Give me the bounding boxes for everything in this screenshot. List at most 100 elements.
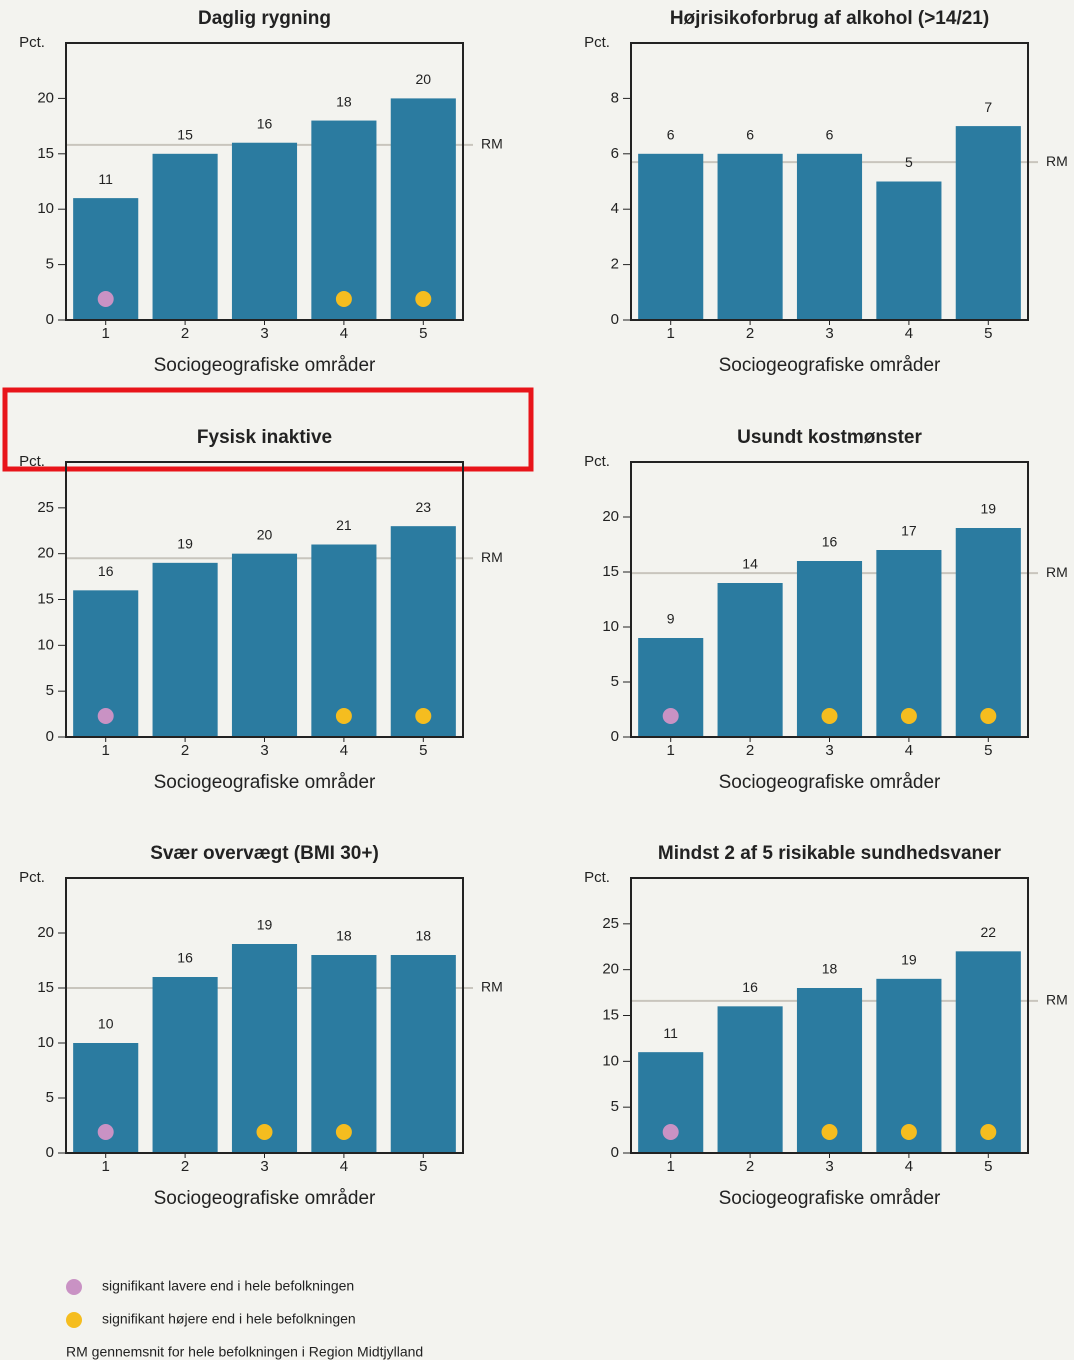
plot-frame [65,42,464,321]
bar [717,1006,783,1153]
bar [796,561,863,737]
significance-marker [256,1124,273,1140]
data-label: 19 [177,536,193,552]
x-tick-label: 3 [825,742,833,759]
x-tick-label: 3 [260,325,268,342]
bar [152,562,218,737]
y-axis-label: Pct. [584,453,610,470]
x-tick-label: 3 [260,1158,268,1175]
x-tick-label: 1 [102,742,110,759]
y-tick-label: 6 [611,145,619,162]
significance-marker [821,1124,838,1140]
data-label: 23 [416,499,432,515]
plot-frame [630,461,1029,738]
x-tick-label: 2 [746,1158,754,1175]
data-label: 10 [98,1016,114,1032]
x-tick-label: 1 [102,325,110,342]
y-tick-label: 10 [37,636,54,653]
x-tick-label: 2 [181,1158,189,1175]
x-tick-label: 5 [419,325,427,342]
data-label: 7 [984,99,992,115]
data-label: 20 [257,526,273,542]
bar [311,120,377,320]
y-tick-label: 20 [37,924,54,941]
bar [638,153,704,320]
chart-title: Fysisk inaktive [197,427,332,448]
x-tick-label: 3 [260,742,268,759]
x-tick-label: 4 [905,325,913,342]
bar [390,526,456,737]
data-label: 16 [98,563,114,579]
x-tick-label: 4 [905,1158,913,1175]
data-label: 18 [822,961,838,977]
x-tick-label: 5 [419,1158,427,1175]
x-axis-label: Sociogeografiske områder [154,355,376,376]
chart-title: Højrisikoforbrug af alkohol (>14/21) [670,8,989,29]
y-tick-label: 20 [602,961,619,978]
bar [311,955,377,1153]
reference-label: RM [481,549,503,565]
x-tick-label: 5 [984,742,992,759]
bar [152,977,218,1153]
x-tick-label: 4 [340,742,348,759]
data-label: 19 [901,952,917,968]
bar [876,978,942,1153]
reference-label: RM [1046,992,1068,1008]
y-tick-label: 5 [46,256,54,273]
x-tick-label: 3 [825,1158,833,1175]
data-label: 17 [901,523,917,539]
x-axis-label: Sociogeografiske områder [719,772,941,793]
x-tick-label: 1 [667,325,675,342]
x-tick-label: 5 [984,1158,992,1175]
y-tick-label: 25 [37,499,54,516]
data-label: 18 [416,928,432,944]
reference-label: RM [481,979,503,995]
legend-label: RM gennemsnit for hele befolkningen i Re… [66,1344,423,1360]
chart-title: Mindst 2 af 5 risikable sundhedsvaner [658,843,1002,864]
significance-marker [97,1124,114,1140]
x-tick-label: 5 [419,742,427,759]
significance-marker [335,1124,352,1140]
plot-frame [65,877,464,1154]
data-label: 14 [742,556,758,572]
x-tick-label: 1 [102,1158,110,1175]
significance-marker [97,291,114,307]
data-label: 16 [822,534,838,550]
bar [390,98,456,321]
chart-title: Svær overvægt (BMI 30+) [150,843,379,864]
chart-title: Usundt kostmønster [737,427,922,448]
significance-marker [415,708,432,724]
legend-label: signifikant højere end i hele befolkning… [102,1311,356,1327]
bar [955,126,1021,320]
highlight-box [2,387,534,472]
significance-marker [900,1124,917,1140]
x-tick-label: 2 [746,325,754,342]
y-tick-label: 15 [37,145,54,162]
y-tick-label: 20 [37,89,54,106]
y-tick-label: 8 [611,89,619,106]
y-tick-label: 15 [602,1006,619,1023]
y-tick-label: 0 [46,311,54,328]
data-label: 18 [336,928,352,944]
y-axis-label: Pct. [584,34,610,51]
y-tick-label: 15 [37,590,54,607]
plot-frame [65,461,464,738]
x-tick-label: 1 [667,742,675,759]
y-tick-label: 2 [611,256,619,273]
data-label: 5 [905,154,913,170]
bar [796,153,863,320]
bar [152,153,218,320]
data-label: 11 [98,171,113,187]
bar [311,544,377,737]
bar [717,153,783,320]
y-tick-label: 10 [602,618,619,635]
y-tick-label: 5 [46,1089,54,1106]
significance-marker [821,708,838,724]
data-label: 19 [257,917,273,933]
y-tick-label: 4 [611,200,619,217]
y-tick-label: 5 [611,673,619,690]
bar [390,955,456,1153]
plot-frame [630,42,1029,321]
significance-marker [900,708,917,724]
